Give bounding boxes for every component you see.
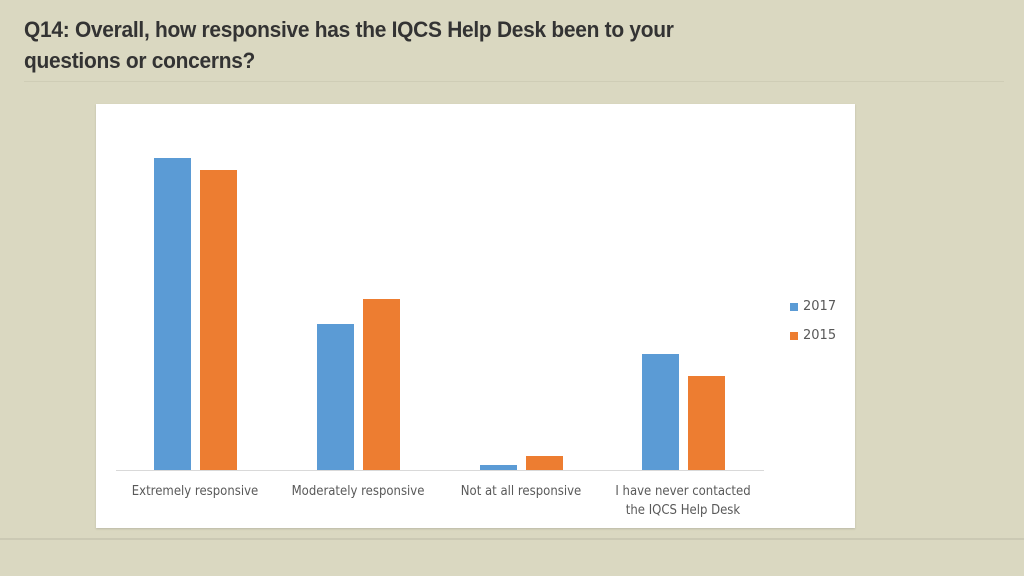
bar-2017-3 — [479, 465, 517, 470]
x-axis-line — [116, 470, 764, 471]
bar-2015-3 — [525, 456, 563, 470]
legend-swatch-icon — [790, 302, 798, 311]
legend-item-2017: 2017 — [790, 292, 836, 321]
legend-item-2015: 2015 — [790, 321, 836, 350]
bar-2017-1 — [153, 158, 191, 470]
legend-label: 2017 — [803, 299, 837, 314]
x-tick-label: Extremely responsive — [123, 482, 267, 501]
x-tick-label-line: Extremely responsive — [131, 484, 259, 499]
bar-2015-2 — [362, 299, 400, 470]
x-tick-label-line: Not at all responsive — [460, 484, 582, 499]
x-tick-label-line: the IQCS Help Desk — [625, 503, 741, 518]
x-tick-label-line: I have never contacted — [615, 484, 751, 499]
x-tick-label-line: Moderately responsive — [291, 484, 425, 499]
x-tick-label: I have never contacted the IQCS Help Desk — [611, 482, 755, 520]
slide-title-line-2: questions or concerns? — [24, 48, 256, 73]
bar-2017-4 — [641, 354, 679, 470]
slide-title-line-1: Q14: Overall, how responsive has the IQC… — [24, 17, 674, 42]
x-tick-label: Not at all responsive — [449, 482, 593, 501]
legend-swatch-icon — [790, 331, 798, 340]
bar-2015-4 — [687, 376, 725, 470]
x-tick-label: Moderately responsive — [286, 482, 430, 501]
legend-label: 2015 — [803, 328, 837, 343]
title-divider — [24, 81, 1004, 82]
bar-2015-1 — [199, 170, 237, 470]
legend: 2017 2015 — [790, 292, 836, 350]
chart-panel: Extremely responsive Moderately responsiv… — [96, 104, 855, 528]
bar-2017-2 — [316, 324, 354, 470]
footer-divider — [0, 538, 1024, 540]
slide-title: Q14: Overall, how responsive has the IQC… — [24, 14, 861, 76]
